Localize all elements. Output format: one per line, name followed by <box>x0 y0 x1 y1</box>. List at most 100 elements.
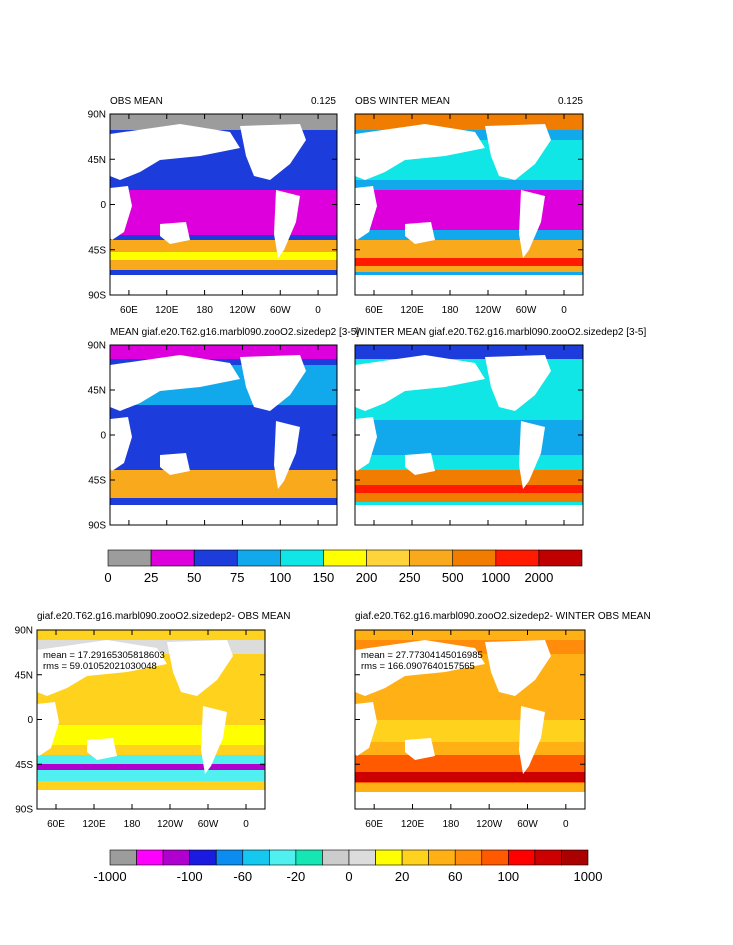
y-tick-label: 45S <box>15 760 33 771</box>
land-australia <box>405 222 435 244</box>
colorbar-label: 100 <box>270 570 292 585</box>
x-tick-label: 120E <box>401 819 425 830</box>
x-tick-label: 0 <box>561 305 567 316</box>
colorbar-swatch <box>401 849 429 866</box>
land <box>110 124 306 258</box>
stats-mean: mean = 17.29165305818603 <box>43 650 165 661</box>
southern-ocean-red <box>355 258 583 266</box>
colorbar-bottom: -1000 -100 -60 -20 0 20 60 100 1000 <box>93 849 602 884</box>
x-tick-label: 120W <box>476 819 503 830</box>
colorbar-swatch <box>409 549 454 567</box>
y-tick-label: 90N <box>88 110 106 121</box>
land-north-america <box>485 124 551 180</box>
map-panel-model-mean: MEAN giaf.e20.T62.g16.marbl090.zooO2.siz… <box>88 327 360 532</box>
colorbar-swatch <box>348 849 376 866</box>
antarctic-band <box>37 790 265 809</box>
land-africa <box>355 702 377 756</box>
colorbar-swatch <box>454 849 483 866</box>
colorbar-swatch <box>538 549 583 567</box>
land-south-america <box>519 190 545 258</box>
antarctic-band <box>110 505 337 525</box>
southern-ocean-stripe <box>37 764 265 770</box>
panel-title: WINTER MEAN giaf.e20.T62.g16.marbl090.zo… <box>355 327 646 338</box>
land-south-america <box>201 706 227 774</box>
stats-mean: mean = 27.77304145016985 <box>361 650 483 661</box>
colorbar-top: 0 25 50 75 100 150 200 250 500 1000 2000 <box>104 549 583 585</box>
land-south-america <box>519 421 545 489</box>
arctic-band <box>110 114 337 130</box>
x-tick-label: 120W <box>157 819 184 830</box>
colorbar-swatch <box>150 549 195 567</box>
arctic-band <box>355 345 583 359</box>
colorbar-swatch <box>236 549 281 567</box>
land-africa <box>37 702 59 756</box>
x-tick-label: 60E <box>120 305 138 316</box>
colorbar-label: -100 <box>177 869 203 884</box>
colorbar-swatch <box>323 549 367 567</box>
land-north-america <box>167 640 233 696</box>
tropical-band <box>355 420 583 455</box>
colorbar-label: 20 <box>395 869 409 884</box>
x-tick-label: 60E <box>365 305 383 316</box>
panel-title: OBS MEAN <box>110 96 163 107</box>
land-south-america <box>519 706 545 774</box>
land <box>355 640 551 774</box>
x-tick-label: 180 <box>196 305 213 316</box>
x-tick-label: 0 <box>563 819 569 830</box>
colorbar-swatch <box>189 849 217 866</box>
x-tick-label: 60W <box>516 305 537 316</box>
land-africa <box>355 186 377 240</box>
southern-ocean-yellow <box>110 252 337 260</box>
land-eurasia <box>355 355 485 411</box>
y-tick-label: 0 <box>100 200 106 211</box>
colorbar-label: -1000 <box>93 869 126 884</box>
land <box>355 124 551 258</box>
tropical-band <box>110 190 337 235</box>
land <box>355 355 551 489</box>
land <box>110 355 306 489</box>
land-eurasia <box>37 640 167 696</box>
land-north-america <box>485 640 551 696</box>
colorbar-swatch <box>375 849 403 866</box>
x-tick-label: 60E <box>47 819 65 830</box>
y-tick-label: 45S <box>88 476 106 487</box>
stats-annotation: mean = 17.29165305818603 rms = 59.010520… <box>43 650 165 672</box>
colorbar-swatch <box>508 849 536 866</box>
panel-title: OBS WINTER MEAN <box>355 96 450 107</box>
stats-rms: rms = 59.01052021030048 <box>43 661 157 672</box>
land-australia <box>160 453 190 475</box>
panel-value-label: 0.125 <box>311 96 336 107</box>
southern-ocean-red <box>355 485 583 493</box>
y-tick-label: 90S <box>88 521 106 532</box>
y-tick-label: 90N <box>15 626 33 637</box>
y-tick-label: 0 <box>100 431 106 442</box>
x-tick-label: 120E <box>155 305 179 316</box>
land-south-america <box>274 190 300 258</box>
x-tick-label: 180 <box>442 819 459 830</box>
land-eurasia <box>355 124 485 180</box>
colorbar-swatch <box>481 849 509 866</box>
x-tick-label: 120W <box>229 305 256 316</box>
southern-ocean-band <box>355 240 583 272</box>
x-tick-label: 120E <box>82 819 106 830</box>
antarctic-band <box>355 792 585 809</box>
map-panel-obs-winter-mean: OBS WINTER MEAN 0.125 60E 120E 180 120W 60W 0 <box>354 96 584 316</box>
x-tick-label: 0 <box>243 819 249 830</box>
x-tick-label: 60W <box>270 305 291 316</box>
colorbar-swatch <box>366 549 410 567</box>
antarctic-band <box>355 505 583 525</box>
land-africa <box>355 417 377 471</box>
antarctic-band <box>110 275 337 295</box>
arctic-band <box>110 345 337 359</box>
colorbar-swatch <box>269 849 297 866</box>
colorbar-swatch <box>495 549 540 567</box>
colorbar-label: 2000 <box>524 570 553 585</box>
y-tick-label: 90N <box>88 341 106 352</box>
map-panel-model-minus-obs-winter: giaf.e20.T62.g16.marbl090.zooO2.sizedep2… <box>354 611 651 830</box>
x-tick-label: 180 <box>442 305 459 316</box>
y-tick-label: 45N <box>15 670 33 681</box>
x-tick-label: 0 <box>315 305 321 316</box>
colorbar-swatch <box>428 849 456 866</box>
colorbar-label: 0 <box>104 570 111 585</box>
land-eurasia <box>110 355 240 411</box>
